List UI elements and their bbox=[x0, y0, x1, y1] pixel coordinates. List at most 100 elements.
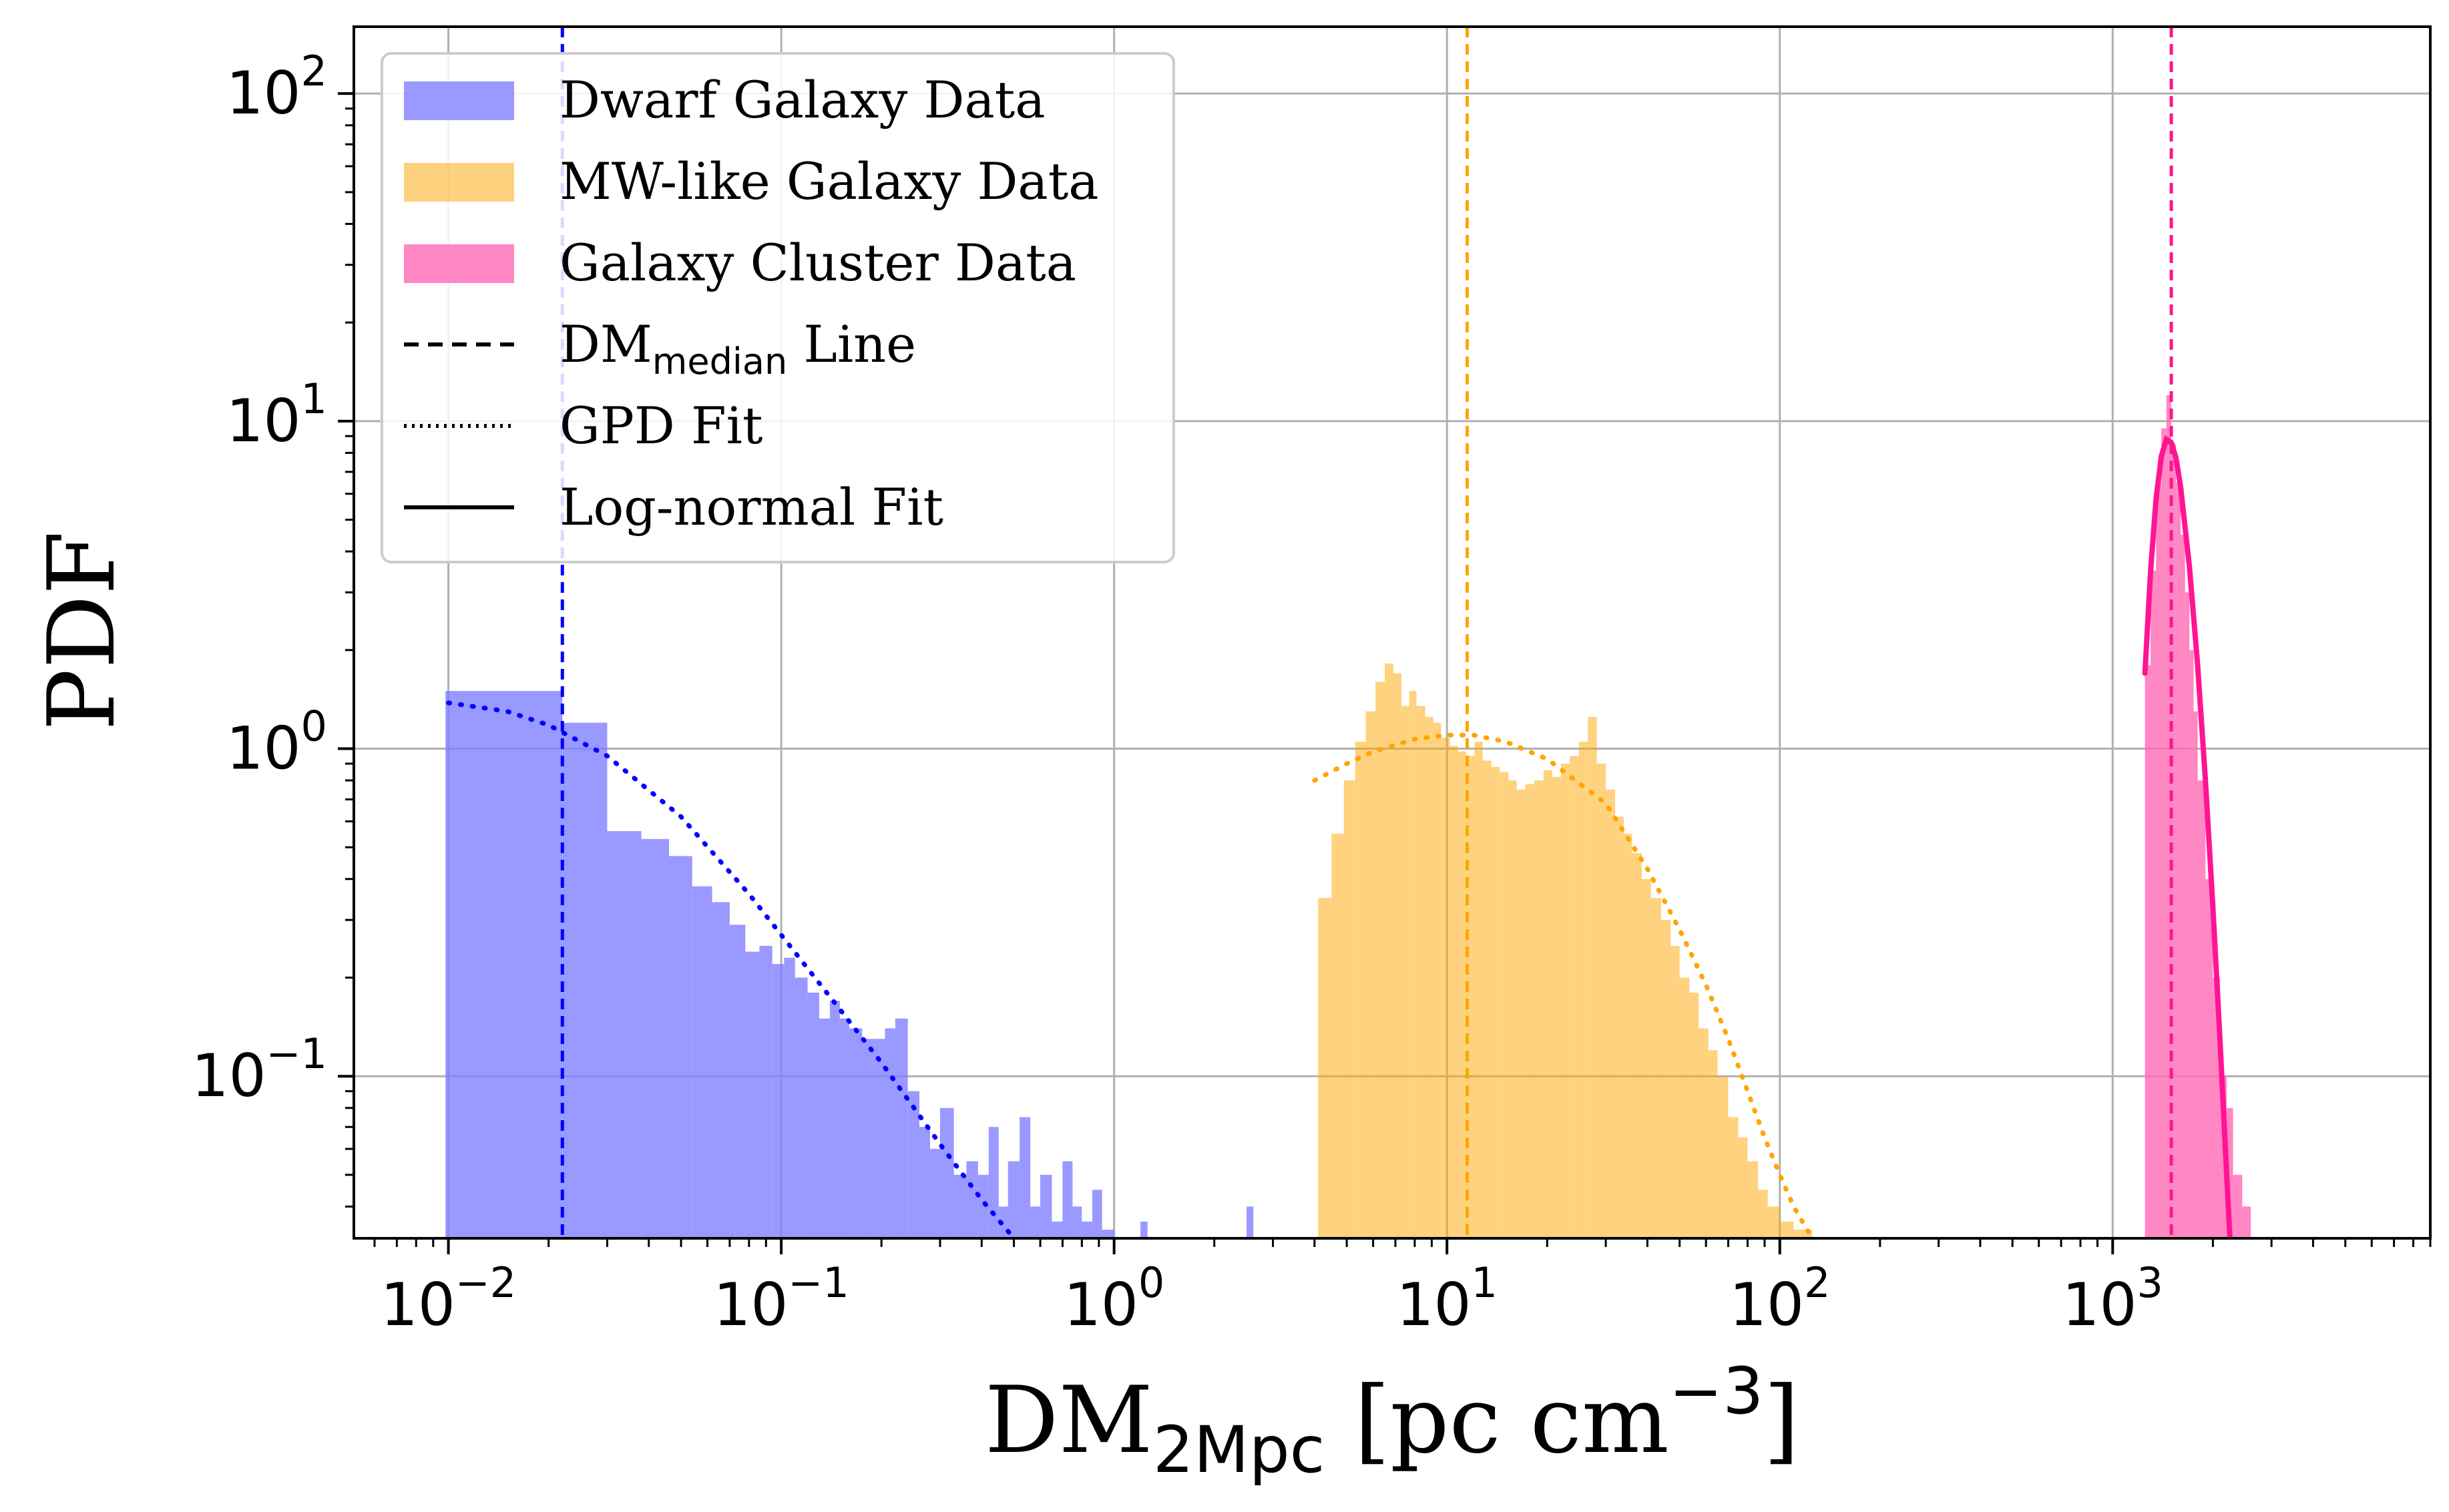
histogram-bar-mw bbox=[1624, 833, 1632, 1238]
histogram-bar-dwarf bbox=[839, 1018, 849, 1238]
histogram-bar-dwarf bbox=[1040, 1174, 1052, 1238]
histogram-bar-dwarf bbox=[1247, 1206, 1254, 1238]
fit-curve-gpd bbox=[446, 700, 1017, 1238]
legend-label-dwarf: Dwarf Galaxy Data bbox=[560, 70, 1046, 130]
legend-item-dwarf: Dwarf Galaxy Data bbox=[404, 70, 1046, 130]
histogram-bar-mw bbox=[1416, 706, 1425, 1238]
histogram-bar-mw bbox=[1458, 751, 1466, 1238]
y-tick-label: 100 bbox=[226, 702, 327, 783]
histogram-bar-mw bbox=[1779, 1221, 1794, 1238]
plot-frame bbox=[353, 25, 2432, 1240]
legend-swatch-cluster bbox=[404, 244, 514, 283]
x-tick-label: 10−2 bbox=[381, 1258, 516, 1339]
histogram-bar-mw bbox=[1433, 722, 1441, 1238]
tick-labels: 10−2 10−1 100 101 102 103 10−1 100 101 102 bbox=[192, 47, 2163, 1339]
histogram-bar-dwarf bbox=[939, 1107, 954, 1238]
histogram-bar-mw bbox=[1588, 716, 1597, 1238]
legend-item-median: DMmedian Line bbox=[404, 314, 916, 383]
histogram-bar-dwarf bbox=[445, 691, 563, 1238]
legend-label-cluster: Galaxy Cluster Data bbox=[560, 233, 1076, 292]
histogram-bar-dwarf bbox=[953, 1174, 967, 1238]
histogram-bar-cluster bbox=[2161, 428, 2167, 1238]
y-axis-title: PDF bbox=[28, 531, 136, 730]
fit-curve-gpd bbox=[1312, 732, 1815, 1238]
histogram-bar-dwarf bbox=[1020, 1117, 1031, 1238]
histogram-bar-mw bbox=[1570, 756, 1579, 1238]
histogram-bar-dwarf bbox=[930, 1149, 940, 1238]
histogram-bar-dwarf bbox=[712, 902, 730, 1238]
histogram-bar-mw bbox=[1450, 746, 1458, 1238]
histogram-bar-mw bbox=[1699, 1028, 1709, 1238]
histogram-bar-mw bbox=[1534, 780, 1544, 1238]
legend-label-median: DMmedian Line bbox=[560, 314, 916, 383]
histogram-bar-dwarf bbox=[641, 838, 669, 1238]
histogram-bar-dwarf bbox=[1052, 1221, 1063, 1238]
legend-swatch-mw bbox=[404, 163, 514, 202]
histogram-bar-dwarf bbox=[895, 1018, 908, 1238]
histogram-bar-cluster bbox=[2213, 977, 2220, 1238]
histogram-bar-mw bbox=[1441, 738, 1450, 1238]
histogram-bar-dwarf bbox=[1092, 1190, 1102, 1238]
histogram-bar-mw bbox=[1708, 1050, 1718, 1238]
histogram-bar-dwarf bbox=[907, 1091, 920, 1238]
histogram-bar-cluster bbox=[2197, 780, 2206, 1238]
histogram-bar-mw bbox=[1516, 789, 1526, 1238]
histogram-bar-cluster bbox=[2226, 1107, 2233, 1238]
histogram-bar-mw bbox=[1632, 852, 1642, 1238]
histogram-bar-mw bbox=[1560, 763, 1570, 1238]
x-axis-title: DM2Mpc [pc cm−3] bbox=[985, 1354, 1799, 1487]
histogram-bar-mw bbox=[1642, 878, 1651, 1238]
histogram-bar-cluster bbox=[2233, 1174, 2243, 1238]
histogram-bar-dwarf bbox=[919, 1127, 931, 1238]
legend-label-gpd: GPD Fit bbox=[560, 396, 763, 455]
histogram-bar-cluster bbox=[2145, 665, 2151, 1238]
axis-ticks bbox=[338, 92, 2432, 1254]
histogram-bar-mw bbox=[1728, 1117, 1739, 1238]
histogram-bar-dwarf bbox=[874, 1039, 885, 1238]
histogram-bar-mw bbox=[1331, 833, 1344, 1238]
legend-label-mw: MW-like Galaxy Data bbox=[560, 152, 1099, 211]
y-tick-label: 102 bbox=[226, 47, 327, 128]
y-tick-label: 101 bbox=[226, 374, 327, 455]
histogram-bar-mw bbox=[1596, 763, 1606, 1238]
histogram-bar-cluster bbox=[2205, 878, 2213, 1238]
histogram-bar-mw bbox=[1543, 770, 1552, 1238]
histogram-bar-mw bbox=[1747, 1161, 1759, 1238]
histogram-bars bbox=[445, 395, 2251, 1238]
histogram-bar-mw bbox=[1466, 756, 1475, 1238]
histogram-bar-mw bbox=[1482, 760, 1492, 1238]
histogram-bar-mw bbox=[1717, 1076, 1729, 1238]
histogram-bar-dwarf bbox=[1072, 1206, 1082, 1238]
legend-item-gpd: GPD Fit bbox=[404, 396, 763, 455]
histogram-bar-dwarf bbox=[692, 886, 712, 1238]
histogram-bar-dwarf bbox=[988, 1127, 999, 1238]
histogram-bar-mw bbox=[1318, 898, 1332, 1238]
histogram-bar-mw bbox=[1491, 766, 1500, 1238]
histogram-bar-dwarf bbox=[1140, 1221, 1148, 1238]
histogram-bar-dwarf bbox=[1030, 1206, 1041, 1238]
histogram-bar-dwarf bbox=[1102, 1230, 1114, 1238]
legend-swatch-dwarf bbox=[404, 81, 514, 120]
x-tick-label: 100 bbox=[1064, 1258, 1164, 1339]
legend-item-mw: MW-like Galaxy Data bbox=[404, 152, 1099, 211]
histogram-bar-mw bbox=[1508, 780, 1517, 1238]
histogram-bar-mw bbox=[1384, 663, 1393, 1238]
histogram-bar-mw bbox=[1650, 898, 1661, 1238]
fit-curves bbox=[446, 435, 2233, 1238]
histogram-bar-dwarf bbox=[829, 1001, 840, 1238]
histogram-bar-cluster bbox=[2166, 395, 2172, 1238]
histogram-bar-mw bbox=[1738, 1137, 1748, 1238]
histogram-bar-mw bbox=[1474, 742, 1483, 1238]
legend-item-lognorm: Log-normal Fit bbox=[404, 477, 943, 537]
x-tick-label: 102 bbox=[1729, 1258, 1830, 1339]
histogram-bar-mw bbox=[1615, 816, 1624, 1238]
histogram-bar-mw bbox=[1401, 706, 1409, 1238]
legend-frame bbox=[381, 52, 1175, 563]
histogram-bar-dwarf bbox=[668, 856, 692, 1238]
histogram-bar-dwarf bbox=[759, 945, 772, 1238]
y-tick-label: 10−1 bbox=[192, 1029, 327, 1110]
histogram-bar-dwarf bbox=[745, 951, 760, 1238]
legend-label-lognorm: Log-normal Fit bbox=[560, 477, 943, 537]
histogram-bar-mw bbox=[1375, 682, 1385, 1238]
histogram-bar-dwarf bbox=[795, 977, 808, 1238]
